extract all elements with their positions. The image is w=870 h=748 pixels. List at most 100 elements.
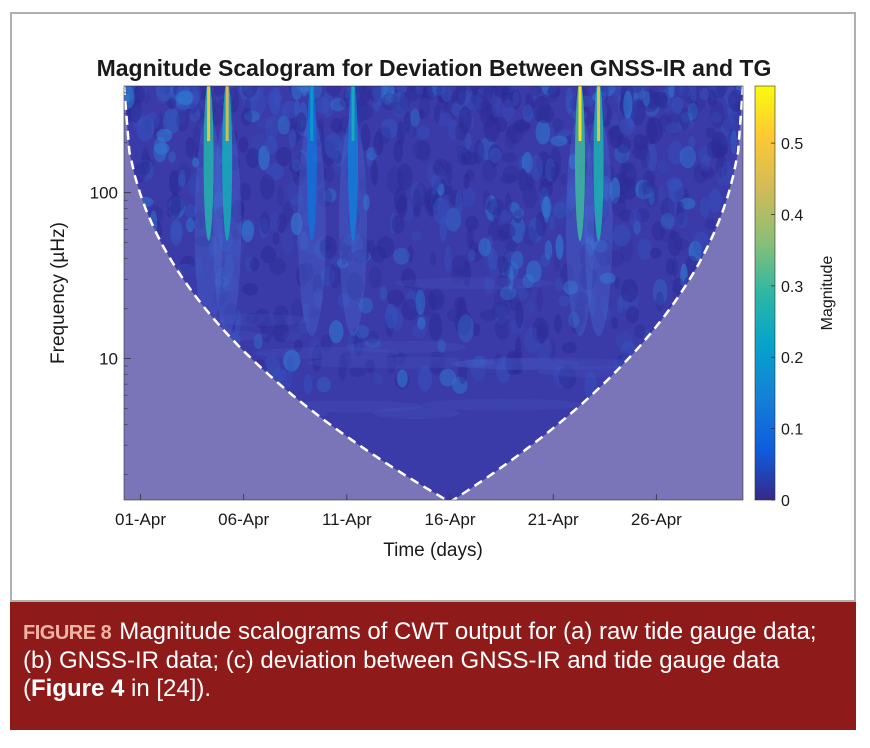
texture-cell (422, 86, 435, 99)
texture-cell (676, 212, 688, 229)
texture-cell (330, 97, 346, 112)
texture-cell (636, 207, 650, 223)
texture-cell (403, 110, 411, 133)
texture-cell (521, 151, 533, 174)
texture-cell (352, 249, 369, 263)
texture-cell (481, 159, 497, 182)
texture-cell (430, 173, 441, 192)
texture-cell (430, 349, 445, 376)
texture-cell (679, 146, 696, 169)
texture-cell (583, 140, 592, 159)
texture-cell (320, 239, 333, 253)
texture-cell (625, 163, 634, 174)
texture-cell (177, 263, 195, 275)
texture-cell (215, 267, 228, 295)
texture-cell (412, 323, 427, 339)
texture-cell (437, 339, 446, 353)
texture-band (253, 347, 400, 359)
x-tick-label: 11-Apr (322, 510, 372, 529)
colorbar-gradient (754, 85, 776, 501)
texture-cell (299, 262, 314, 282)
texture-cell (392, 351, 407, 365)
texture-cell (287, 354, 294, 375)
colorbar-label: Magnitude (819, 256, 836, 331)
texture-cell (689, 99, 699, 122)
texture-cell (415, 286, 424, 305)
texture-cell (611, 196, 627, 217)
texture-cell (189, 107, 201, 123)
texture-cell (360, 123, 371, 152)
texture-cell (699, 88, 710, 101)
texture-cell (690, 86, 697, 103)
caption-label: FIGURE 8 (23, 622, 112, 644)
texture-cell (196, 86, 208, 100)
texture-cell (354, 86, 362, 97)
texture-cell (587, 217, 596, 241)
texture-cell (219, 229, 233, 252)
texture-cell (380, 118, 398, 139)
texture-cell (282, 201, 294, 224)
texture-cell (512, 347, 524, 374)
texture-cell (339, 129, 348, 152)
texture-cell (667, 231, 683, 257)
texture-cell (544, 158, 556, 182)
texture-cell (376, 126, 392, 144)
texture-cell (476, 89, 483, 110)
texture-cell (171, 221, 184, 240)
texture-cell (396, 86, 407, 98)
texture-cell (347, 331, 362, 355)
texture-cell (156, 86, 167, 104)
texture-cell (396, 194, 408, 218)
texture-cell (134, 162, 147, 183)
texture-cell (241, 86, 258, 99)
texture-cell (660, 197, 675, 219)
texture-cell (290, 212, 303, 236)
texture-cell (268, 87, 281, 115)
texture-cell (365, 338, 381, 349)
texture-cell (333, 149, 342, 164)
texture-cell (248, 89, 267, 117)
texture-cell (309, 335, 320, 359)
texture-cell (571, 292, 590, 306)
texture-cell (324, 166, 335, 184)
x-tick-label: 26-Apr (631, 510, 682, 529)
peak-core (597, 86, 601, 141)
texture-cell (641, 181, 654, 195)
texture-cell (212, 286, 227, 308)
texture-cell (455, 190, 463, 218)
texture-cell (499, 286, 517, 301)
texture-cell (706, 139, 723, 159)
texture-cell (275, 146, 292, 167)
texture-cell (595, 238, 613, 267)
texture-cell (412, 188, 422, 216)
texture-cell (522, 104, 533, 123)
texture-cell (302, 302, 310, 322)
texture-cell (260, 318, 273, 343)
texture-cell (568, 92, 579, 120)
texture-cell (265, 162, 284, 181)
peak-core (351, 86, 355, 141)
texture-cell (490, 112, 498, 124)
texture-cell (616, 295, 624, 314)
texture-cell (668, 179, 685, 203)
texture-cell (370, 159, 378, 185)
texture-cell (353, 332, 363, 357)
x-tick-label: 01-Apr (115, 510, 166, 529)
texture-cell (428, 312, 443, 341)
texture-cell (188, 173, 200, 197)
texture-cell (619, 209, 635, 222)
figure-frame: Magnitude Scalogram for Deviation Betwee… (10, 12, 856, 602)
texture-cell (184, 204, 197, 218)
texture-cell (410, 108, 420, 127)
texture-cell (457, 358, 468, 384)
texture-cell (535, 211, 547, 237)
texture-cell (462, 260, 472, 287)
texture-cell (346, 272, 364, 301)
texture-cell (666, 177, 683, 192)
figure-caption: FIGURE 8 Magnitude scalograms of CWT outp… (10, 602, 856, 730)
texture-cell (629, 209, 641, 230)
texture-cell (371, 86, 381, 95)
texture-cell (296, 263, 308, 288)
texture-cell (241, 86, 259, 110)
texture-cell (502, 152, 517, 163)
